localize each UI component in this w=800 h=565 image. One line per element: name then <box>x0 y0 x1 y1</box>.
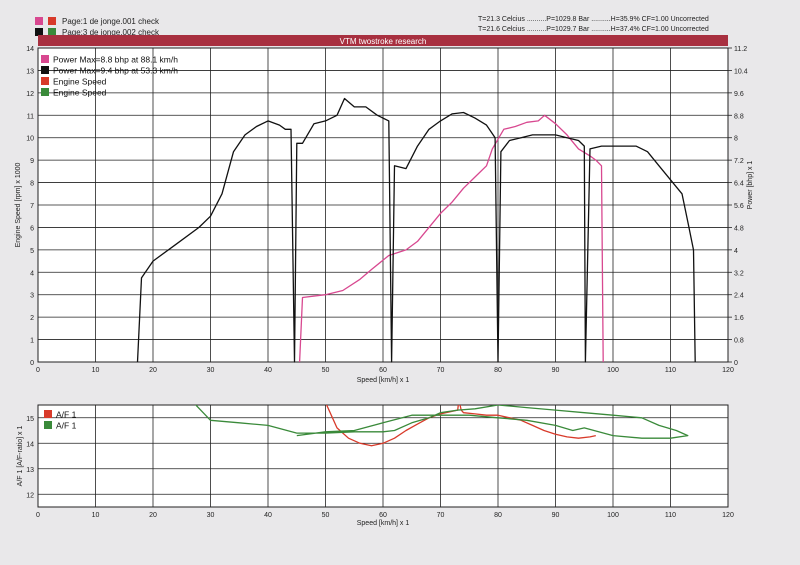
chart-title: VTM twostroke research <box>340 37 427 46</box>
afr-x-tick-label: 110 <box>665 512 676 519</box>
afr-x-tick-label: 10 <box>92 512 100 519</box>
title-banner <box>38 35 728 46</box>
afr-series-line-1 <box>194 405 689 439</box>
y-tick-label: 4 <box>30 270 34 277</box>
x-tick-label: 70 <box>437 367 445 374</box>
legend-swatch <box>41 66 49 74</box>
afr-legend-swatch <box>44 410 52 418</box>
x-tick-label: 80 <box>494 367 502 374</box>
page-legend: Page:1 de jonge.001 check Page:3 de jong… <box>35 17 160 37</box>
afr-x-tick-label: 70 <box>437 512 445 519</box>
x-tick-label: 30 <box>207 367 215 374</box>
afr-legend-swatch <box>44 421 52 429</box>
afr-chart: 0 10 20 30 40 50 60 70 80 90 100 110 120 12 13 14 15 Spee… <box>17 404 734 527</box>
page1-color-swatch-2 <box>48 17 56 25</box>
x-tick-label: 0 <box>36 367 40 374</box>
y-tick-label: 12 <box>26 91 34 98</box>
afr-x-tick-label: 80 <box>494 512 502 519</box>
page3-label: Page:3 de jonge.002 check <box>62 28 160 37</box>
y2-tick-label: 11.2 <box>734 46 747 53</box>
afr-x-tick-label: 20 <box>149 512 157 519</box>
page1-color-swatch <box>35 17 43 25</box>
afr-legend-label: A/F 1 <box>56 410 77 420</box>
y2-axis-label: Power [bhp] x 1 <box>747 161 754 210</box>
y-tick-label: 7 <box>30 203 34 210</box>
y2-tick-label: 10.4 <box>734 68 748 75</box>
y-tick-label: 2 <box>30 315 34 322</box>
x-tick-label: 120 <box>722 367 734 374</box>
y-tick-label: 14 <box>26 46 34 53</box>
x-tick-label: 90 <box>552 367 560 374</box>
y2-tick-label: 3.2 <box>734 270 744 277</box>
afr-y-tick-label: 14 <box>26 441 34 448</box>
y-tick-label: 5 <box>30 248 34 255</box>
x-tick-label: 110 <box>665 367 676 374</box>
y-tick-label: 8 <box>30 181 34 188</box>
y2-tick-label: 4.8 <box>734 225 744 232</box>
y-tick-label: 11 <box>27 113 34 120</box>
y2-tick-label: 4 <box>734 248 738 255</box>
afr-y-axis-label: A/F 1 [A/F-ratio] x 1 <box>17 426 24 487</box>
afr-x-tick-label: 120 <box>722 512 734 519</box>
afr-y-tick-label: 15 <box>26 416 34 423</box>
test-conditions-2: T=21.6 Celcius ..........P=1029.7 Bar ..… <box>478 26 709 33</box>
legend-label: Power Max=9.4 bhp at 53.3 km/h <box>53 66 178 76</box>
y2-tick-label: 8 <box>734 136 738 143</box>
afr-x-tick-label: 100 <box>607 512 619 519</box>
afr-y-tick-label: 12 <box>26 492 34 499</box>
y-axis-label: Engine Speed [rpm] x 1000 <box>15 162 22 247</box>
y-tick-label: 9 <box>30 158 34 165</box>
y2-tick-label: 0 <box>734 360 738 367</box>
y2-tick-label: 0.8 <box>734 338 744 345</box>
series-line-0 <box>298 114 604 363</box>
afr-y-tick-label: 13 <box>26 467 34 474</box>
legend-swatch <box>41 77 49 85</box>
afr-series-line-0 <box>325 405 596 447</box>
legend-label: Engine Speed <box>53 88 107 98</box>
y2-tick-label: 8.8 <box>734 113 744 120</box>
y-tick-label: 13 <box>26 68 34 75</box>
y2-tick-label: 7.2 <box>734 158 744 165</box>
afr-x-tick-label: 50 <box>322 512 330 519</box>
x-tick-label: 10 <box>92 367 100 374</box>
y2-tick-label: 1.6 <box>734 315 744 322</box>
y-tick-label: 10 <box>26 136 34 143</box>
legend-swatch <box>41 55 49 63</box>
legend-swatch <box>41 88 49 96</box>
legend-label: Engine Speed <box>53 77 107 87</box>
afr-x-tick-label: 30 <box>207 512 215 519</box>
y-tick-label: 0 <box>30 360 34 367</box>
afr-x-tick-label: 90 <box>552 512 560 519</box>
afr-x-tick-label: 40 <box>264 512 272 519</box>
series-line-1 <box>136 97 696 363</box>
x-tick-label: 60 <box>379 367 387 374</box>
legend-label: Power Max=8.8 bhp at 88.1 km/h <box>53 55 178 65</box>
afr-x-tick-label: 60 <box>379 512 387 519</box>
y2-tick-label: 6.4 <box>734 181 744 188</box>
x-tick-label: 20 <box>149 367 157 374</box>
y-tick-label: 3 <box>30 293 34 300</box>
page3-color-swatch <box>35 28 43 36</box>
afr-x-axis-label: Speed [km/h] x 1 <box>357 520 410 527</box>
y2-tick-label: 5.6 <box>734 203 744 210</box>
page3-color-swatch-2 <box>48 28 56 36</box>
power-speed-chart: 0 10 20 30 40 50 60 70 80 90 100 110 120012345678910… <box>15 46 754 384</box>
x-axis-label: Speed [km/h] x 1 <box>357 377 410 384</box>
x-tick-label: 100 <box>607 367 619 374</box>
page1-label: Page:1 de jonge.001 check <box>62 17 160 26</box>
x-tick-label: 50 <box>322 367 330 374</box>
x-tick-label: 40 <box>264 367 272 374</box>
y-tick-label: 1 <box>30 338 34 345</box>
test-conditions-1: T=21.3 Celcius ..........P=1029.8 Bar ..… <box>478 16 709 23</box>
afr-x-tick-label: 0 <box>36 512 40 519</box>
y-tick-label: 6 <box>30 225 34 232</box>
y2-tick-label: 2.4 <box>734 293 744 300</box>
y2-tick-label: 9.6 <box>734 91 744 98</box>
afr-legend: A/F 1A/F 1 <box>44 410 77 431</box>
afr-legend-label: A/F 1 <box>56 421 77 431</box>
